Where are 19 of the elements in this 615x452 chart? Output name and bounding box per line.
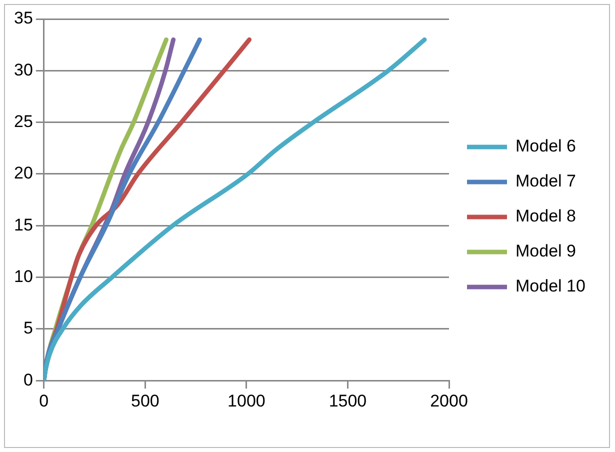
y-tick-label: 20 [14, 164, 33, 183]
y-tick-label: 25 [14, 112, 33, 131]
x-tick-label: 500 [130, 391, 160, 410]
y-tick-label: 30 [14, 60, 33, 80]
legend-label: Model 7 [516, 172, 576, 191]
legend-label: Model 8 [516, 206, 576, 226]
x-tick-label: 1500 [328, 391, 367, 410]
legend-label: Model 9 [516, 242, 576, 261]
y-tick-label: 0 [23, 370, 33, 390]
y-tick-label: 35 [14, 8, 33, 28]
legend-label: Model 10 [516, 276, 586, 296]
y-tick-label: 15 [14, 215, 33, 234]
x-tick-label: 1000 [228, 391, 266, 410]
y-tick-label: 5 [23, 318, 33, 338]
x-tick-label: 2000 [430, 391, 468, 410]
line-series [44, 37, 427, 381]
y-tick-label: 10 [14, 266, 33, 286]
x-tick-label: 0 [39, 391, 49, 410]
legend-label: Model 6 [516, 136, 576, 156]
